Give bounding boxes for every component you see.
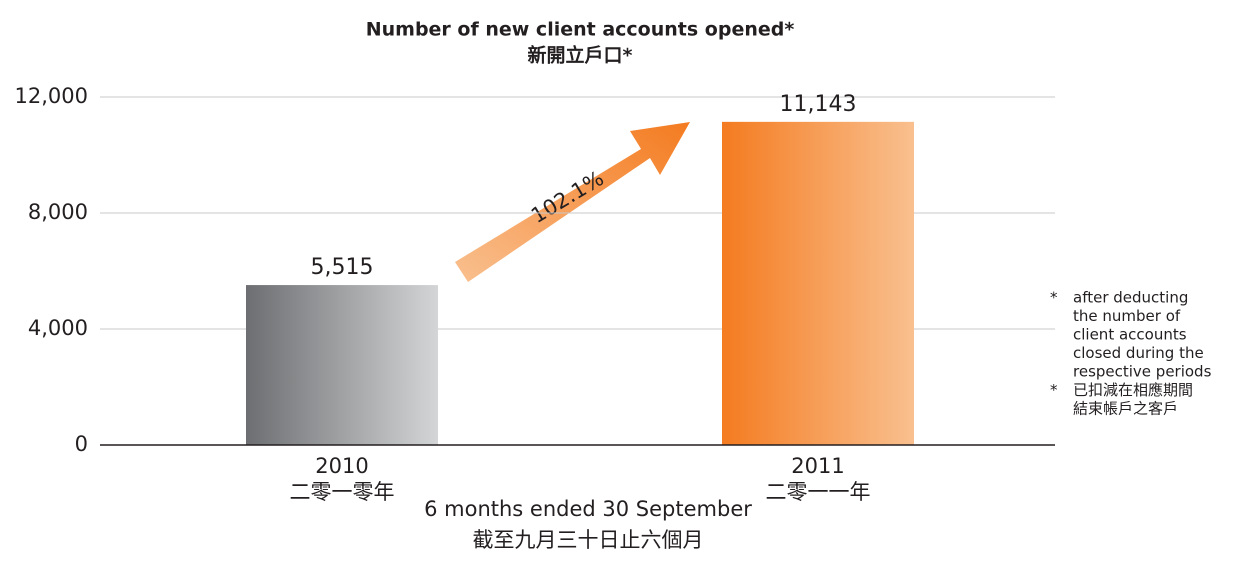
x-tick-label-zh: 二零一零年 [290, 480, 395, 504]
footnote-line: the number of [1073, 307, 1181, 325]
y-tick-label: 0 [75, 432, 88, 456]
footnote-line: respective periods [1073, 363, 1212, 381]
y-tick-label: 4,000 [28, 316, 88, 340]
growth-arrow [455, 122, 690, 282]
chart-title: Number of new client accounts opened* [366, 19, 795, 41]
y-tick-label: 12,000 [15, 84, 88, 108]
footnote-line: 已扣減在相應期間 [1073, 381, 1193, 399]
footnote-line: 結束帳戶之客戶 [1073, 400, 1178, 418]
bar [722, 121, 914, 445]
growth-annotation: 102.1% [527, 166, 608, 228]
x-axis-label: 6 months ended 30 September [424, 497, 752, 521]
footnote-line: closed during the [1073, 344, 1204, 362]
x-tick-label: 2010 [315, 454, 368, 478]
footnote-marker: * [1050, 289, 1058, 307]
x-tick-label: 2011 [791, 454, 844, 478]
bar [246, 285, 438, 445]
footnote-marker: * [1050, 381, 1058, 399]
y-tick-label: 8,000 [28, 200, 88, 224]
value-label: 11,143 [780, 92, 857, 117]
footnote-line: client accounts [1073, 326, 1187, 344]
chart-subtitle: 新開立戶口* [528, 44, 633, 67]
value-label: 5,515 [311, 255, 374, 280]
x-axis-label-zh: 截至九月三十日止六個月 [473, 528, 704, 552]
x-tick-label-zh: 二零一一年 [766, 480, 871, 504]
footnote-line: after deducting [1073, 289, 1188, 307]
